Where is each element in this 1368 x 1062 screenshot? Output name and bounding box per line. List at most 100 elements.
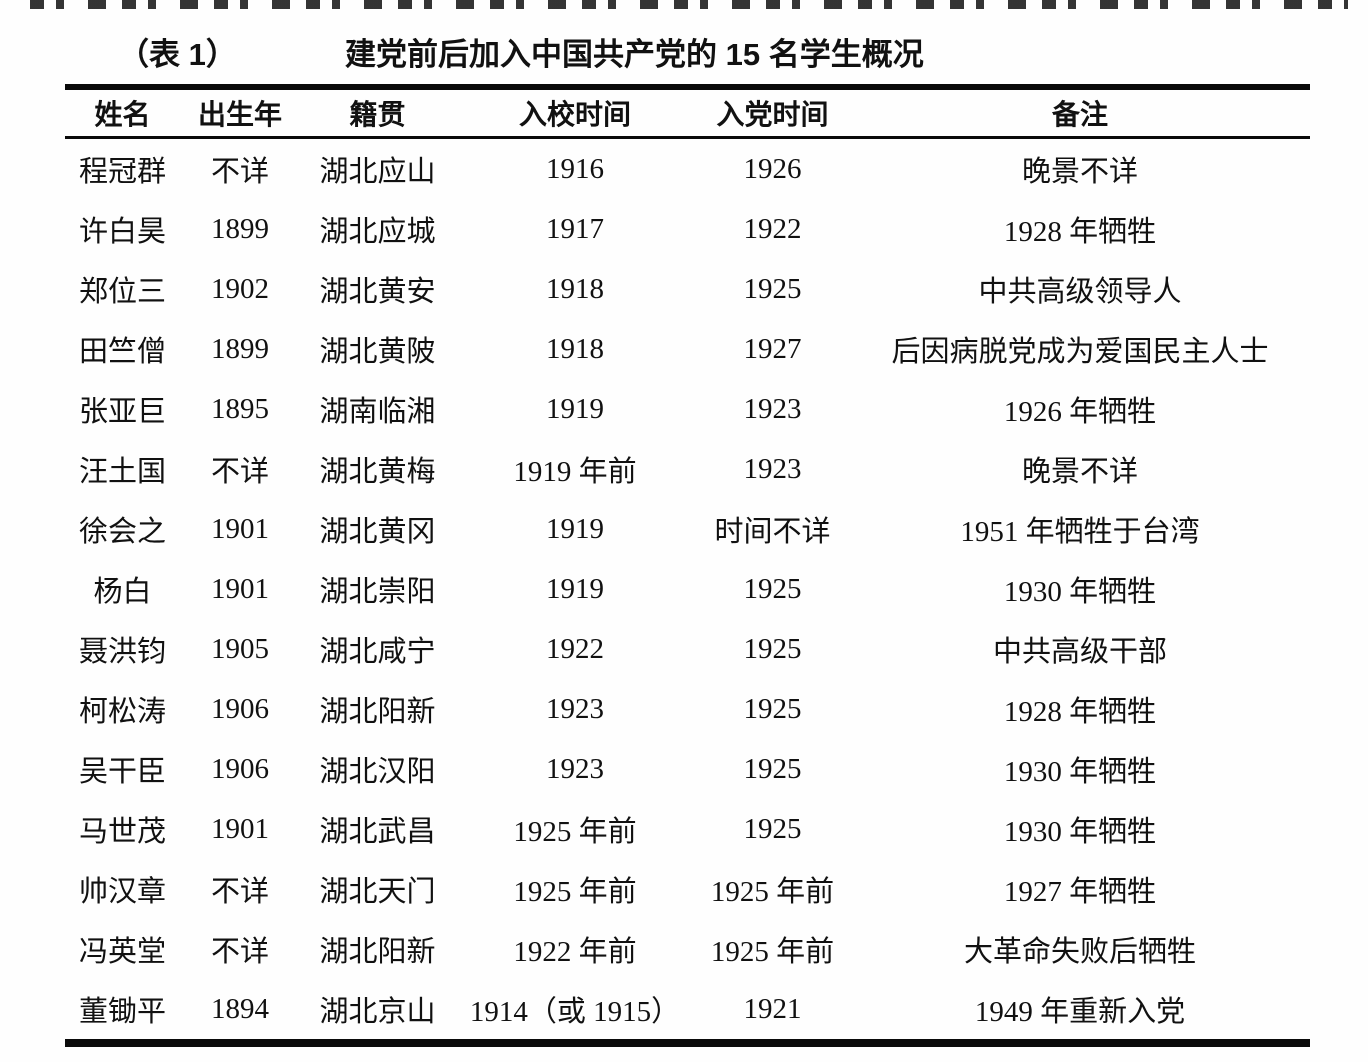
column-header-5: 入党时间 xyxy=(695,87,850,139)
table-row: 马世茂 1901 湖北武昌 1925 年前 1925 1930 年牺牲 xyxy=(65,799,1310,859)
table-cell-note: 中共高级干部 xyxy=(992,636,1167,668)
table-caption: （表 1） 建党前后加入中国共产党的 15 名学生概况 xyxy=(0,30,1368,80)
table-number-label: （表 1） xyxy=(118,37,237,72)
table-cell-native-place: 湖北阳新 xyxy=(319,696,436,728)
table-cell-birth-year: 1906 xyxy=(211,752,269,785)
table-row: 徐会之 1901 湖北黄冈 1919 时间不详 1951 年牺牲于台湾 xyxy=(65,499,1310,559)
table-cell-native-place: 湖北黄梅 xyxy=(319,456,436,488)
table-cell-native-place: 湖北黄陂 xyxy=(319,336,436,368)
table-cell-name: 程冠群 xyxy=(78,156,166,188)
table-row: 帅汉章 不详 湖北天门 1925 年前 1925 年前 1927 年牺牲 xyxy=(65,859,1310,919)
table-row: 董锄平 1894 湖北京山 1914（或 1915） 1921 1949 年重新入党 xyxy=(65,979,1310,1043)
table-cell-party-entry: 1925 年前 xyxy=(710,936,835,968)
table-cell-school-entry: 1922 xyxy=(546,632,604,665)
table-cell-note: 1930 年牺牲 xyxy=(1003,576,1157,608)
table-cell-party-entry: 1925 xyxy=(743,632,802,665)
table-cell-name: 许白昊 xyxy=(78,216,166,248)
column-header-4: 入校时间 xyxy=(455,87,695,139)
table-cell-school-entry: 1923 xyxy=(546,692,604,725)
table-cell-birth-year: 1895 xyxy=(211,392,269,425)
table-cell-birth-year: 1899 xyxy=(211,212,269,245)
table-cell-party-entry: 1926 xyxy=(743,152,802,185)
table-cell-name: 郑位三 xyxy=(78,276,166,308)
table-cell-name: 冯英堂 xyxy=(78,936,166,968)
table-cell-note: 1951 年牺牲于台湾 xyxy=(960,516,1200,548)
table-row: 张亚巨 1895 湖南临湘 1919 1923 1926 年牺牲 xyxy=(65,379,1310,439)
table-cell-school-entry: 1919 xyxy=(546,392,604,425)
table-cell-note: 中共高级领导人 xyxy=(978,276,1182,308)
table-header-row: 姓名 出生年 籍贯 入校时间 入党时间 备注 xyxy=(65,87,1310,139)
table-row: 柯松涛 1906 湖北阳新 1923 1925 1928 年牺牲 xyxy=(65,679,1310,739)
table-cell-school-entry: 1922 年前 xyxy=(513,936,637,968)
table-row: 郑位三 1902 湖北黄安 1918 1925 中共高级领导人 xyxy=(65,259,1310,319)
table-cell-school-entry: 1923 xyxy=(546,752,604,785)
table-cell-party-entry: 1923 xyxy=(743,392,802,425)
table-cell-school-entry: 1919 xyxy=(546,572,604,605)
table-cell-name: 帅汉章 xyxy=(78,876,166,908)
table-cell-name: 杨白 xyxy=(93,576,152,608)
table-cell-note: 1930 年牺牲 xyxy=(1003,816,1157,848)
table-cell-note: 1928 年牺牲 xyxy=(1003,216,1157,248)
table-cell-party-entry: 1922 xyxy=(743,212,802,245)
table-cell-school-entry: 1925 年前 xyxy=(513,876,637,908)
table-cell-school-entry: 1918 xyxy=(546,272,604,305)
table-cell-native-place: 湖北武昌 xyxy=(319,816,436,848)
table-cell-birth-year: 1894 xyxy=(211,992,269,1025)
table-cell-name: 柯松涛 xyxy=(78,696,166,728)
table-cell-party-entry: 1923 xyxy=(743,452,802,485)
column-header-6: 备注 xyxy=(850,87,1310,139)
table-row: 许白昊 1899 湖北应城 1917 1922 1928 年牺牲 xyxy=(65,199,1310,259)
table-cell-native-place: 湖北应城 xyxy=(319,216,436,248)
column-header-1: 姓名 xyxy=(65,87,180,139)
table-cell-note: 晚景不详 xyxy=(1021,456,1138,488)
table-cell-party-entry: 1925 xyxy=(743,812,802,845)
table-cell-name: 田竺僧 xyxy=(78,336,166,368)
table-cell-school-entry: 1919 xyxy=(546,512,604,545)
table-cell-native-place: 湖北崇阳 xyxy=(319,576,436,608)
table-cell-name: 汪土国 xyxy=(78,456,166,488)
table-cell-birth-year: 1905 xyxy=(211,632,269,665)
table-cell-birth-year: 1906 xyxy=(211,692,269,725)
table-cell-school-entry: 1925 年前 xyxy=(513,816,637,848)
table-cell-party-entry: 1925 年前 xyxy=(710,876,835,908)
table-cell-note: 1926 年牺牲 xyxy=(1003,396,1157,428)
table-cell-birth-year: 不详 xyxy=(210,876,269,908)
table-cell-native-place: 湖南临湘 xyxy=(319,396,436,428)
table-cell-native-place: 湖北黄冈 xyxy=(319,516,436,548)
table-cell-native-place: 湖北咸宁 xyxy=(319,636,436,668)
table-cell-party-entry: 1921 xyxy=(743,992,802,1025)
table-cell-name: 吴干臣 xyxy=(78,756,166,788)
table-cell-school-entry: 1918 xyxy=(546,332,604,365)
table-cell-note: 1928 年牺牲 xyxy=(1003,696,1157,728)
table-cell-party-entry: 1927 xyxy=(743,332,802,365)
table-row: 杨白 1901 湖北崇阳 1919 1925 1930 年牺牲 xyxy=(65,559,1310,619)
table-cell-birth-year: 1901 xyxy=(211,812,269,845)
table-cell-birth-year: 1901 xyxy=(211,572,269,605)
table-cell-note: 晚景不详 xyxy=(1021,156,1138,188)
table-row: 汪土国 不详 湖北黄梅 1919 年前 1923 晚景不详 xyxy=(65,439,1310,499)
table-cell-school-entry: 1914（或 1915） xyxy=(469,996,681,1028)
table-cell-native-place: 湖北汉阳 xyxy=(319,756,436,788)
table-cell-note: 后因病脱党成为爱国民主人士 xyxy=(891,336,1269,368)
column-header-3: 籍贯 xyxy=(300,87,455,139)
table-title: 建党前后加入中国共产党的 15 名学生概况 xyxy=(345,37,924,72)
table-row: 吴干臣 1906 湖北汉阳 1923 1925 1930 年牺牲 xyxy=(65,739,1310,799)
table-cell-name: 张亚巨 xyxy=(78,396,166,428)
table-cell-note: 1927 年牺牲 xyxy=(1003,876,1157,908)
table-cell-birth-year: 1902 xyxy=(211,272,269,305)
table-cell-birth-year: 不详 xyxy=(210,936,269,968)
column-header-2: 出生年 xyxy=(180,87,300,139)
table-cell-native-place: 湖北天门 xyxy=(319,876,436,908)
table-cell-birth-year: 不详 xyxy=(210,156,269,188)
table-cell-native-place: 湖北应山 xyxy=(319,156,436,188)
table-cell-party-entry: 时间不详 xyxy=(714,516,831,548)
table-row: 田竺僧 1899 湖北黄陂 1918 1927 后因病脱党成为爱国民主人士 xyxy=(65,319,1310,379)
cropped-text-remnant xyxy=(30,0,1348,9)
table-cell-native-place: 湖北阳新 xyxy=(319,936,436,968)
table-cell-birth-year: 1901 xyxy=(211,512,269,545)
table-cell-party-entry: 1925 xyxy=(743,752,802,785)
table-row: 程冠群 不详 湖北应山 1916 1926 晚景不详 xyxy=(65,138,1310,200)
table-cell-note: 大革命失败后牺牲 xyxy=(963,936,1196,968)
table-row: 冯英堂 不详 湖北阳新 1922 年前 1925 年前 大革命失败后牺牲 xyxy=(65,919,1310,979)
